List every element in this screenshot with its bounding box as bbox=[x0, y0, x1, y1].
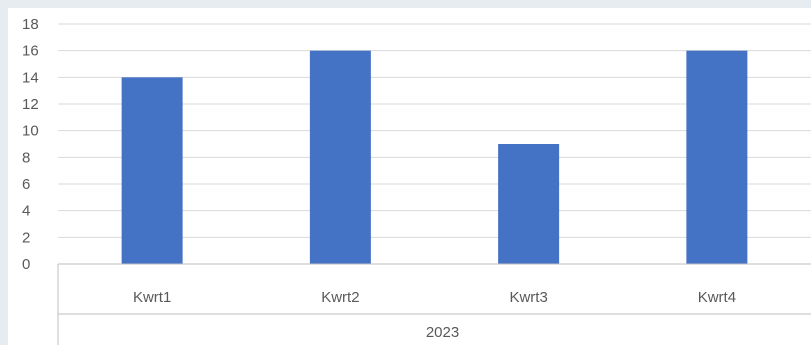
y-tick-label-6: 6 bbox=[22, 176, 30, 193]
bar-Kwrt4 bbox=[686, 50, 748, 264]
y-tick-label-18: 18 bbox=[22, 16, 39, 33]
y-tick-label-8: 8 bbox=[22, 149, 30, 166]
bar-Kwrt3 bbox=[498, 144, 560, 264]
x-tick-label-Kwrt3: Kwrt3 bbox=[509, 289, 547, 306]
y-tick-label-10: 10 bbox=[22, 123, 39, 140]
bar-Kwrt1 bbox=[121, 77, 183, 264]
chart-panel: 0 2 4 6 8 10 12 14 16 18 Kwrt1 Kwrt2 Kwrt3 Kwrt4 2023 bbox=[8, 8, 811, 345]
x-tick-label-Kwrt4: Kwrt4 bbox=[698, 289, 736, 306]
y-tick-label-16: 16 bbox=[22, 43, 39, 60]
y-tick-label-2: 2 bbox=[22, 229, 30, 246]
y-tick-label-12: 12 bbox=[22, 96, 39, 113]
bar-Kwrt2 bbox=[309, 50, 371, 264]
bar-chart: 0 2 4 6 8 10 12 14 16 18 Kwrt1 Kwrt2 Kwrt3 Kwrt4 2023 bbox=[22, 16, 811, 345]
bar-series bbox=[121, 50, 748, 264]
gridlines bbox=[58, 23, 811, 238]
y-tick-label-4: 4 bbox=[22, 203, 30, 220]
x-tick-label-Kwrt1: Kwrt1 bbox=[133, 289, 171, 306]
x-axis: Kwrt1 Kwrt2 Kwrt3 Kwrt4 2023 bbox=[57, 263, 811, 345]
y-tick-label-0: 0 bbox=[22, 256, 30, 273]
y-tick-label-14: 14 bbox=[22, 69, 39, 86]
x-group-label: 2023 bbox=[426, 324, 459, 341]
y-axis-tick-labels: 0 2 4 6 8 10 12 14 16 18 bbox=[22, 16, 39, 273]
x-tick-label-Kwrt2: Kwrt2 bbox=[321, 289, 359, 306]
